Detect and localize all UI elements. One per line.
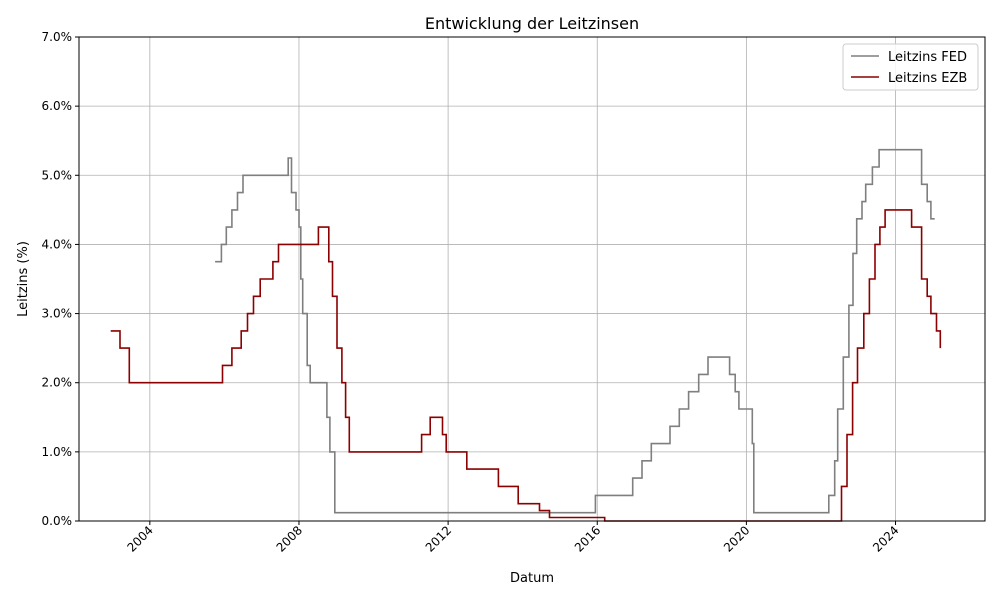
y-tick-label: 3.0% [42, 307, 73, 321]
y-tick-label: 0.0% [42, 514, 73, 528]
series-layer [110, 148, 942, 522]
y-tick-label: 2.0% [42, 376, 73, 390]
y-tick-label: 1.0% [42, 445, 73, 459]
y-tick-label: 6.0% [42, 99, 73, 113]
plot-frame [78, 36, 986, 522]
series-line-fed [215, 148, 935, 514]
legend-label-fed: Leitzins FED [888, 50, 967, 65]
series-line-ezb [110, 209, 942, 522]
y-axis: 0.0% 1.0% 2.0% 3.0% 4.0% 5.0% 6.0% 7.0% [42, 30, 79, 528]
legend: Leitzins FED Leitzins EZB [842, 43, 979, 91]
x-axis-title: Datum [510, 571, 554, 586]
y-axis-title: Leitzins (%) [16, 241, 31, 317]
chart-title: Entwicklung der Leitzinsen [425, 14, 639, 33]
y-tick-label: 4.0% [42, 237, 73, 251]
y-tick-label: 5.0% [42, 168, 73, 182]
y-tick-label: 7.0% [42, 30, 73, 44]
legend-label-ezb: Leitzins EZB [888, 71, 967, 86]
